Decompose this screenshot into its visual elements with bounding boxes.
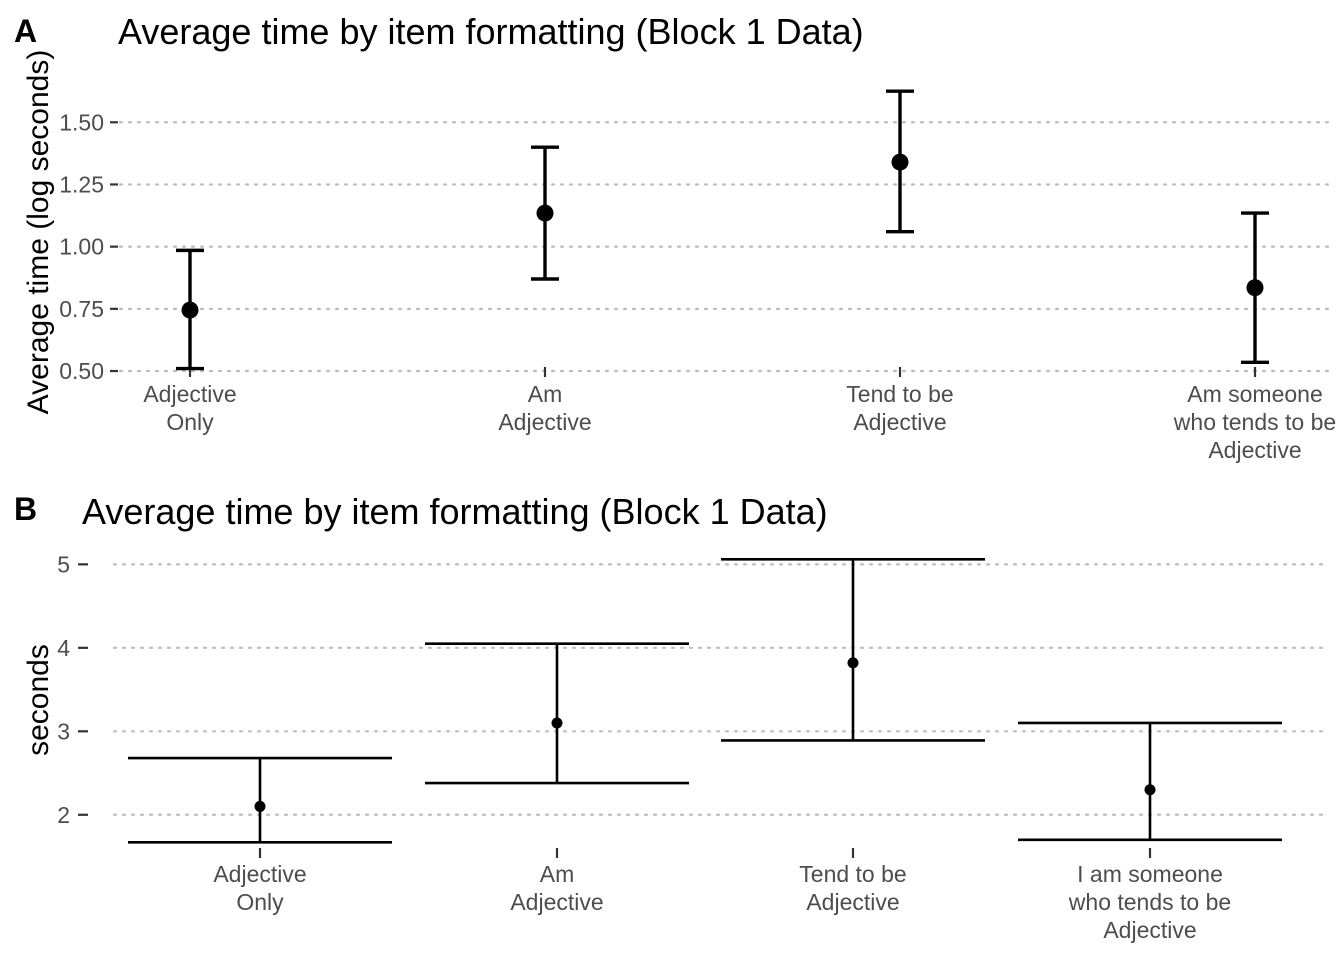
x-tick-label-line: Am someone bbox=[1187, 381, 1323, 407]
data-point bbox=[254, 800, 266, 812]
x-tick-label-line: Am bbox=[528, 381, 563, 407]
y-tick-label: 1.25 bbox=[59, 171, 104, 197]
panel-b: B Average time by item formatting (Block … bbox=[14, 491, 1330, 943]
panel-tag: A bbox=[14, 13, 37, 49]
data-point bbox=[891, 153, 909, 171]
y-tick-label: 0.50 bbox=[59, 358, 104, 384]
x-tick-label-line: Only bbox=[166, 409, 214, 435]
x-tick-label: Adjective Only bbox=[213, 861, 306, 915]
x-tick-label: Tend to be Adjective bbox=[799, 861, 906, 915]
error-bar bbox=[721, 558, 985, 742]
data-point bbox=[536, 204, 554, 222]
y-tick-label: 2 bbox=[57, 802, 70, 828]
x-tick-label: I am someone who tends to be Adjective bbox=[1068, 861, 1231, 943]
x-tick-label-line: Only bbox=[236, 889, 284, 915]
x-tick-label: Adjective Only bbox=[143, 381, 236, 435]
data-point bbox=[1144, 784, 1156, 796]
x-tick-label-line: who tends to be bbox=[1068, 889, 1231, 915]
x-tick-label-line: Adjective bbox=[213, 861, 306, 887]
x-tick-label-line: Adjective bbox=[806, 889, 899, 915]
y-axis-title: Average time (log seconds) bbox=[22, 50, 55, 415]
data-point bbox=[847, 657, 859, 669]
x-tick-label: Tend to be Adjective bbox=[846, 381, 953, 435]
x-tick-label-line: Adjective bbox=[143, 381, 236, 407]
x-tick-label: Am Adjective bbox=[510, 861, 603, 915]
x-tick-label-line: I am someone bbox=[1077, 861, 1223, 887]
x-tick-label-line: who tends to be bbox=[1173, 409, 1336, 435]
x-tick-label: Am someone who tends to be Adjective bbox=[1173, 381, 1336, 463]
y-axis-title: seconds bbox=[22, 644, 55, 756]
data-point bbox=[1246, 279, 1264, 297]
error-bar bbox=[1018, 721, 1282, 842]
error-bar bbox=[128, 756, 392, 844]
x-tick-label-line: Tend to be bbox=[846, 381, 953, 407]
y-tick-label: 0.75 bbox=[59, 296, 104, 322]
x-tick-label-line: Adjective bbox=[1208, 437, 1301, 463]
panel-a: A Average time by item formatting (Block … bbox=[14, 11, 1336, 463]
x-tick-label: Am Adjective bbox=[498, 381, 591, 435]
data-point bbox=[551, 717, 563, 729]
y-tick-label: 3 bbox=[57, 718, 70, 744]
y-tick-label: 1.00 bbox=[59, 234, 104, 260]
x-tick-label-line: Am bbox=[540, 861, 575, 887]
x-tick-label-line: Adjective bbox=[510, 889, 603, 915]
x-tick-label-line: Adjective bbox=[498, 409, 591, 435]
chart-title: Average time by item formatting (Block 1… bbox=[118, 11, 864, 52]
y-tick-label: 1.50 bbox=[59, 109, 104, 135]
data-point bbox=[181, 301, 199, 319]
panel-tag: B bbox=[14, 491, 37, 527]
chart-title: Average time by item formatting (Block 1… bbox=[82, 491, 828, 532]
x-tick-label-line: Adjective bbox=[1103, 917, 1196, 943]
x-tick-label-line: Adjective bbox=[853, 409, 946, 435]
y-tick-label: 5 bbox=[57, 551, 70, 577]
y-tick-label: 4 bbox=[57, 635, 70, 661]
x-tick-label-line: Tend to be bbox=[799, 861, 906, 887]
error-bar bbox=[425, 642, 689, 785]
